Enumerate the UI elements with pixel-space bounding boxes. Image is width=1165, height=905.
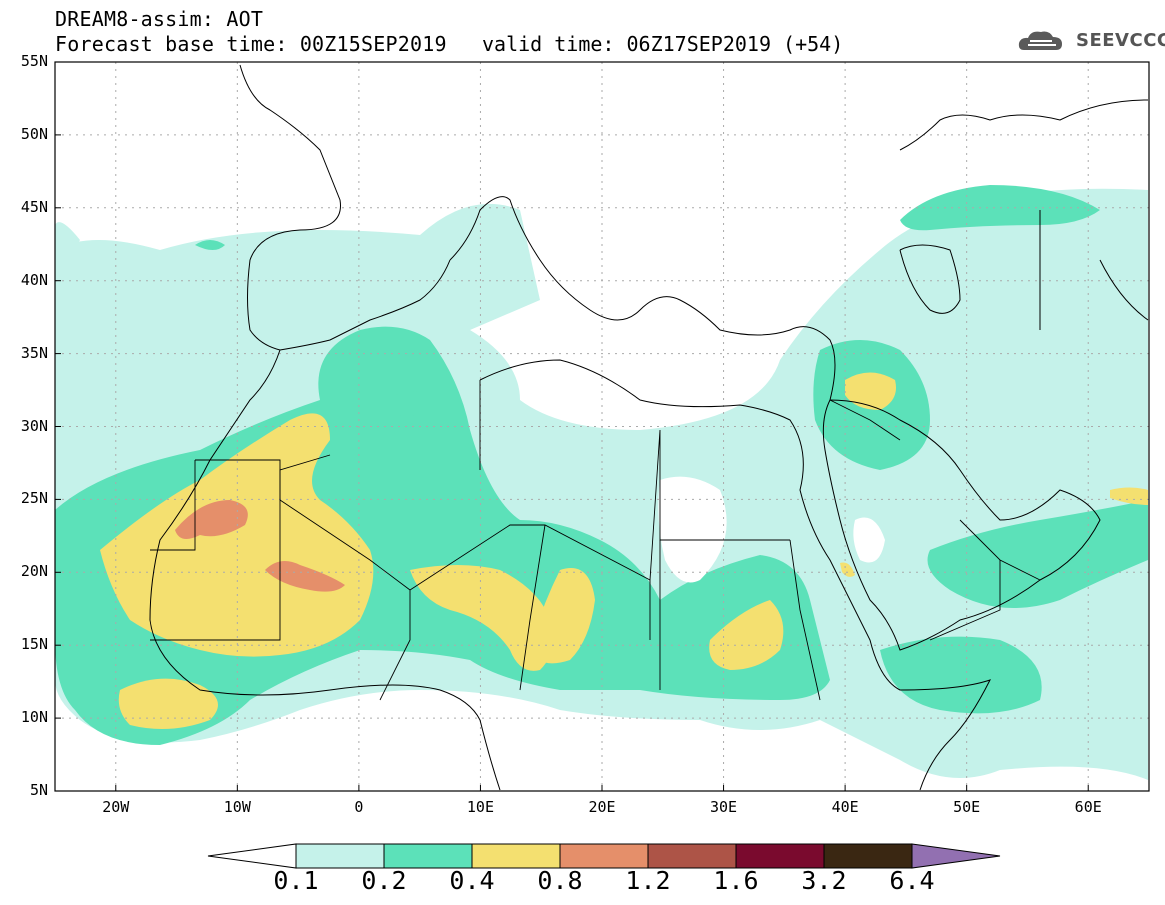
lat-label: 5N xyxy=(29,781,48,799)
aot-below-threshold xyxy=(658,476,885,583)
colorbar-swatch xyxy=(383,843,473,869)
colorbar-label: 0.4 xyxy=(449,866,495,895)
colorbar-label: 1.2 xyxy=(625,866,671,895)
lat-label: 45N xyxy=(20,197,48,216)
lat-label: 30N xyxy=(20,416,48,435)
lat-label: 50N xyxy=(20,124,48,143)
lon-label: 0 xyxy=(354,798,364,816)
colorbar-label: 6.4 xyxy=(889,866,935,895)
colorbar-label: 0.2 xyxy=(361,866,407,895)
colorbar-swatch xyxy=(823,843,913,869)
lat-label: 25N xyxy=(20,489,48,508)
lon-label: 20W xyxy=(102,798,130,816)
colorbar-label: 1.6 xyxy=(713,866,759,895)
colorbar-swatch xyxy=(295,843,385,869)
lon-label: 50E xyxy=(953,798,981,816)
lon-label: 10E xyxy=(466,798,494,816)
graticule xyxy=(55,62,1149,791)
aot-level-0.8 xyxy=(175,500,345,592)
lat-label: 35N xyxy=(20,343,48,362)
colorbar-label: 0.8 xyxy=(537,866,583,895)
colorbar-label: 3.2 xyxy=(801,866,847,895)
lat-label: 10N xyxy=(20,708,48,727)
map-title: DREAM8-assim: AOT xyxy=(55,7,264,31)
lon-label: 60E xyxy=(1074,798,1102,816)
colorbar-swatch xyxy=(647,843,737,869)
colorbar-swatch xyxy=(735,843,825,869)
colorbar-over-arrow xyxy=(911,843,1001,869)
lat-label: 40N xyxy=(20,270,48,289)
forecast-base-time: Forecast base time: 00Z15SEP2019 xyxy=(55,32,447,56)
logo-text: SEEVCCC xyxy=(1076,30,1165,51)
lon-label: 30E xyxy=(710,798,738,816)
lat-label: 55N xyxy=(20,52,48,70)
lat-label: 15N xyxy=(20,635,48,654)
coastlines xyxy=(149,64,1149,791)
colorbar-label: 0.1 xyxy=(273,866,319,895)
lon-label: 40E xyxy=(831,798,859,816)
lat-label: 20N xyxy=(20,562,48,581)
valid-time: valid time: 06Z17SEP2019 (+54) xyxy=(482,32,844,56)
colorbar-swatch xyxy=(471,843,561,869)
lon-label: 20E xyxy=(588,798,616,816)
country-borders xyxy=(150,380,1041,701)
cloud-icon xyxy=(1018,31,1062,50)
aot-level-0.4 xyxy=(100,372,1148,729)
colorbar-under-arrow xyxy=(207,843,297,869)
colorbar-swatch xyxy=(559,843,649,869)
lon-label: 10W xyxy=(223,798,251,816)
